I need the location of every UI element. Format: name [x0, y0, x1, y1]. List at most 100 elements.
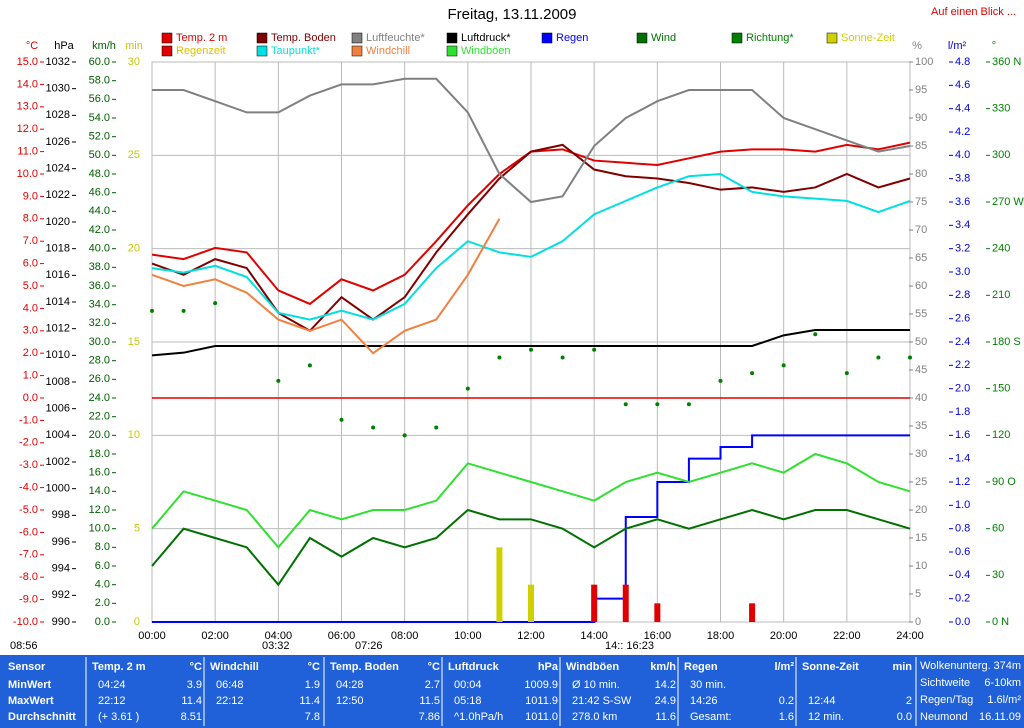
y-tick-label: 2.8 — [955, 289, 970, 301]
direction-dot — [623, 402, 628, 407]
bar — [528, 584, 534, 622]
y-tick-label: 0.4 — [955, 569, 970, 581]
axis-unit: % — [912, 40, 922, 52]
group-unit: hPa — [538, 661, 559, 673]
y-tick-label: 3.0 — [955, 266, 970, 278]
table-cell: 22:12 — [98, 695, 126, 707]
y-tick-label: 45 — [915, 364, 927, 376]
y-tick-label: 2.0 — [23, 347, 38, 359]
y-tick-label: 0 — [134, 616, 140, 628]
y-tick-label: 0.6 — [955, 546, 970, 558]
x-tick-label: 14:00 — [580, 630, 608, 642]
legend-label: Windböen — [461, 45, 511, 57]
y-tick-label: -3.0 — [19, 459, 38, 471]
table-cell: 1.9 — [305, 679, 320, 691]
table-cell: Ø 10 min. — [572, 679, 620, 691]
y-tick-label: 22.0 — [89, 411, 110, 423]
x-tick-label: 08:00 — [391, 630, 419, 642]
y-tick-label: 15 — [915, 532, 927, 544]
series-line — [152, 77, 911, 204]
series-line — [151, 172, 911, 321]
bar — [749, 603, 756, 622]
y-tick-label: 50 — [915, 336, 927, 348]
y-tick-label: 1022 — [46, 189, 70, 201]
table-cell: Gesamt: — [690, 711, 732, 723]
table-cell: 30 min. — [690, 679, 726, 691]
y-tick-label: 42.0 — [89, 224, 110, 236]
x-tick-label: 06:00 — [328, 630, 356, 642]
y-tick-label: 32.0 — [89, 317, 110, 329]
y-tick-label: 996 — [52, 536, 70, 548]
y-tick-label: 6.0 — [23, 258, 38, 270]
row-name: MaxWert — [8, 695, 54, 707]
x-tick-label: 10:00 — [454, 630, 482, 642]
info-cell: 16.11.09 — [979, 711, 1021, 723]
y-tick-label: 7.0 — [23, 235, 38, 247]
series-line — [151, 452, 911, 549]
direction-dot — [307, 363, 312, 368]
y-tick-label: 18.0 — [89, 448, 110, 460]
info-cell: Wolkenunterg. — [920, 660, 991, 672]
legend-swatch — [351, 32, 363, 44]
table-cell: 2.7 — [425, 679, 440, 691]
y-tick-label: 3.4 — [955, 219, 970, 231]
y-tick-label: 0.8 — [955, 523, 970, 535]
group-unit: °C — [308, 661, 320, 673]
y-tick-label: 60.0 — [89, 56, 110, 68]
y-tick-label: 95 — [915, 84, 927, 96]
bar — [496, 547, 503, 622]
y-tick-label: 1018 — [46, 243, 70, 255]
y-tick-label: 30 — [128, 56, 140, 68]
y-tick-label: 1000 — [46, 483, 70, 495]
y-tick-label: 1026 — [46, 136, 70, 148]
direction-dot — [686, 402, 691, 407]
y-tick-label: 1012 — [46, 323, 70, 335]
y-tick-label: -8.0 — [19, 571, 38, 583]
y-tick-label: -5.0 — [19, 504, 38, 516]
table-cell: 3.9 — [187, 679, 202, 691]
direction-dot — [465, 386, 470, 391]
y-tick-label: 36.0 — [89, 280, 110, 292]
direction-dot — [434, 425, 439, 430]
y-tick-label: -2.0 — [19, 437, 38, 449]
info-cell: Regen/Tag — [920, 694, 973, 706]
table-cell: 278.0 km — [572, 711, 617, 723]
y-tick-label: 990 — [52, 616, 70, 628]
y-tick-label: 1020 — [46, 216, 70, 228]
row-name: MinWert — [8, 679, 52, 691]
y-tick-label: 24.0 — [89, 392, 110, 404]
direction-dot — [213, 301, 218, 306]
legend-swatch — [731, 32, 743, 44]
direction-dot — [371, 425, 376, 430]
table-header: Sensor — [8, 661, 46, 673]
group-name: Luftdruck — [448, 661, 500, 673]
y-tick-label: 80 — [915, 168, 927, 180]
direction-dot — [276, 378, 281, 383]
series-line — [151, 508, 911, 587]
y-tick-label: 120 — [992, 429, 1010, 441]
table-cell: 04:24 — [98, 679, 126, 691]
y-tick-label: 1010 — [46, 349, 70, 361]
series-line — [151, 218, 501, 355]
direction-dot — [560, 355, 565, 360]
table-cell: 00:04 — [454, 679, 482, 691]
y-tick-label: 11.0 — [17, 146, 38, 158]
table-cell: 7.86 — [419, 711, 440, 723]
y-tick-label: 2.6 — [955, 313, 970, 325]
y-tick-label: 5.0 — [23, 280, 38, 292]
y-tick-label: 48.0 — [89, 168, 110, 180]
y-tick-label: 4.6 — [955, 79, 970, 91]
y-tick-label: 8.0 — [95, 541, 110, 553]
y-tick-label: 65 — [915, 252, 927, 264]
y-tick-label: 1.0 — [955, 499, 970, 511]
group-unit: °C — [190, 661, 202, 673]
y-tick-label: 60 — [915, 280, 927, 292]
x-tick-label: 12:00 — [517, 630, 545, 642]
data-table: Sensor MinWert MaxWert Durchschnitt Temp. 2 … — [8, 657, 1021, 726]
y-tick-label: 210 — [992, 289, 1010, 301]
legend-label: Temp. Boden — [271, 32, 336, 44]
y-tick-label: 240 — [992, 243, 1010, 255]
corner-link[interactable]: Auf einen Blick ... — [931, 6, 1016, 18]
direction-dot — [402, 433, 407, 438]
y-tick-label: 360 N — [992, 56, 1021, 68]
